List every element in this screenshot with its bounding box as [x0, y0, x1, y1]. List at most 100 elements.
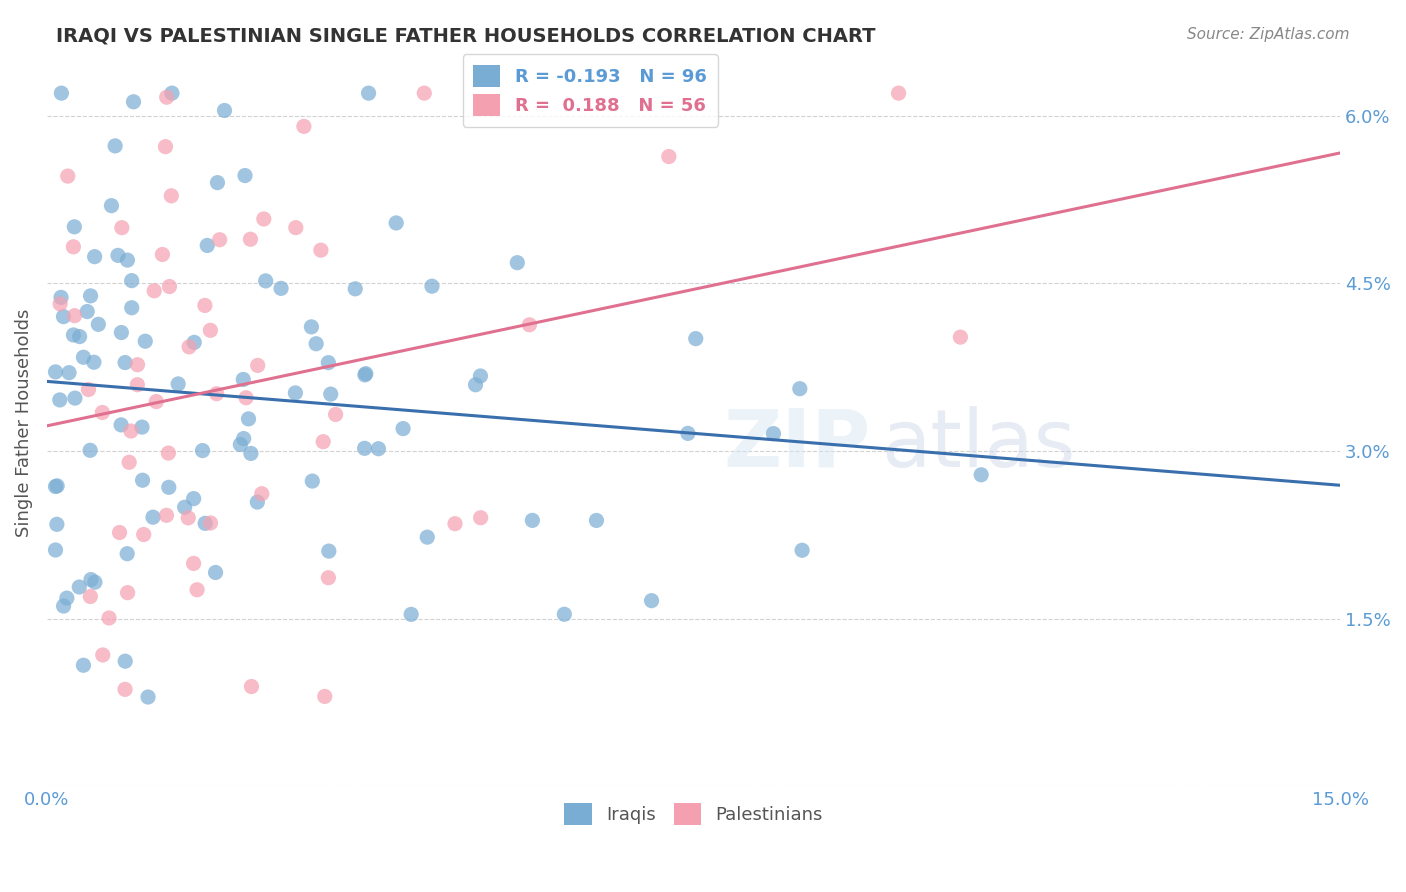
Iraqis — [44, 543, 66, 558]
Iraqis — [299, 319, 322, 334]
Iraqis — [72, 351, 94, 365]
Iraqis — [522, 513, 544, 527]
Iraqis — [83, 355, 105, 369]
Iraqis — [464, 377, 486, 392]
Iraqis — [46, 479, 69, 493]
Palestinians — [62, 240, 84, 254]
Iraqis — [416, 530, 439, 544]
Palestinians — [111, 220, 134, 235]
Palestinians — [143, 284, 166, 298]
Iraqis — [80, 573, 103, 587]
Iraqis — [117, 253, 139, 268]
Iraqis — [44, 365, 66, 379]
Iraqis — [470, 369, 492, 384]
Iraqis — [157, 480, 180, 494]
Iraqis — [173, 500, 195, 515]
Iraqis — [62, 328, 84, 343]
Iraqis — [100, 199, 122, 213]
Iraqis — [305, 336, 328, 351]
Iraqis — [354, 368, 377, 382]
Palestinians — [91, 648, 114, 662]
Iraqis — [49, 290, 72, 304]
Iraqis — [51, 86, 73, 100]
Palestinians — [205, 386, 228, 401]
Palestinians — [309, 243, 332, 257]
Iraqis — [585, 513, 607, 527]
Iraqis — [72, 658, 94, 673]
Text: IRAQI VS PALESTINIAN SINGLE FATHER HOUSEHOLDS CORRELATION CHART: IRAQI VS PALESTINIAN SINGLE FATHER HOUSE… — [56, 27, 876, 45]
Palestinians — [413, 86, 436, 100]
Iraqis — [110, 417, 132, 432]
Palestinians — [177, 511, 200, 525]
Iraqis — [392, 422, 415, 436]
Palestinians — [253, 211, 276, 226]
Iraqis — [121, 301, 143, 315]
Palestinians — [127, 358, 149, 372]
Iraqis — [789, 382, 811, 396]
Palestinians — [56, 169, 79, 183]
Iraqis — [167, 376, 190, 391]
Iraqis — [318, 356, 340, 370]
Iraqis — [49, 392, 72, 407]
Palestinians — [292, 120, 315, 134]
Palestinians — [314, 690, 336, 704]
Iraqis — [762, 426, 785, 441]
Palestinians — [155, 139, 177, 153]
Iraqis — [239, 446, 262, 460]
Palestinians — [239, 232, 262, 246]
Palestinians — [658, 150, 681, 164]
Palestinians — [155, 508, 177, 523]
Palestinians — [887, 86, 910, 100]
Iraqis — [420, 279, 443, 293]
Palestinians — [235, 391, 257, 405]
Palestinians — [250, 487, 273, 501]
Iraqis — [385, 216, 408, 230]
Iraqis — [194, 516, 217, 531]
Iraqis — [52, 310, 75, 324]
Palestinians — [179, 340, 201, 354]
Iraqis — [685, 332, 707, 346]
Palestinians — [318, 571, 340, 585]
Iraqis — [142, 510, 165, 524]
Palestinians — [470, 510, 492, 524]
Palestinians — [519, 318, 541, 332]
Palestinians — [325, 408, 347, 422]
Palestinians — [160, 189, 183, 203]
Iraqis — [319, 387, 342, 401]
Palestinians — [312, 434, 335, 449]
Iraqis — [121, 274, 143, 288]
Palestinians — [194, 298, 217, 312]
Iraqis — [110, 326, 132, 340]
Palestinians — [949, 330, 972, 344]
Iraqis — [114, 654, 136, 668]
Iraqis — [58, 366, 80, 380]
Palestinians — [114, 682, 136, 697]
Iraqis — [640, 593, 662, 607]
Iraqis — [122, 95, 145, 109]
Iraqis — [354, 367, 377, 381]
Palestinians — [49, 297, 72, 311]
Palestinians — [157, 446, 180, 460]
Palestinians — [127, 377, 149, 392]
Iraqis — [136, 690, 159, 704]
Iraqis — [114, 355, 136, 369]
Iraqis — [56, 591, 79, 606]
Palestinians — [98, 611, 121, 625]
Palestinians — [183, 557, 205, 571]
Iraqis — [207, 176, 229, 190]
Text: atlas: atlas — [882, 406, 1076, 483]
Iraqis — [134, 334, 156, 349]
Iraqis — [107, 248, 129, 262]
Iraqis — [87, 318, 110, 332]
Iraqis — [131, 420, 153, 434]
Palestinians — [159, 279, 181, 293]
Iraqis — [183, 335, 205, 350]
Iraqis — [284, 385, 307, 400]
Iraqis — [399, 607, 422, 622]
Iraqis — [63, 219, 86, 234]
Iraqis — [233, 169, 256, 183]
Palestinians — [156, 90, 179, 104]
Iraqis — [83, 250, 105, 264]
Iraqis — [506, 255, 529, 269]
Palestinians — [63, 309, 86, 323]
